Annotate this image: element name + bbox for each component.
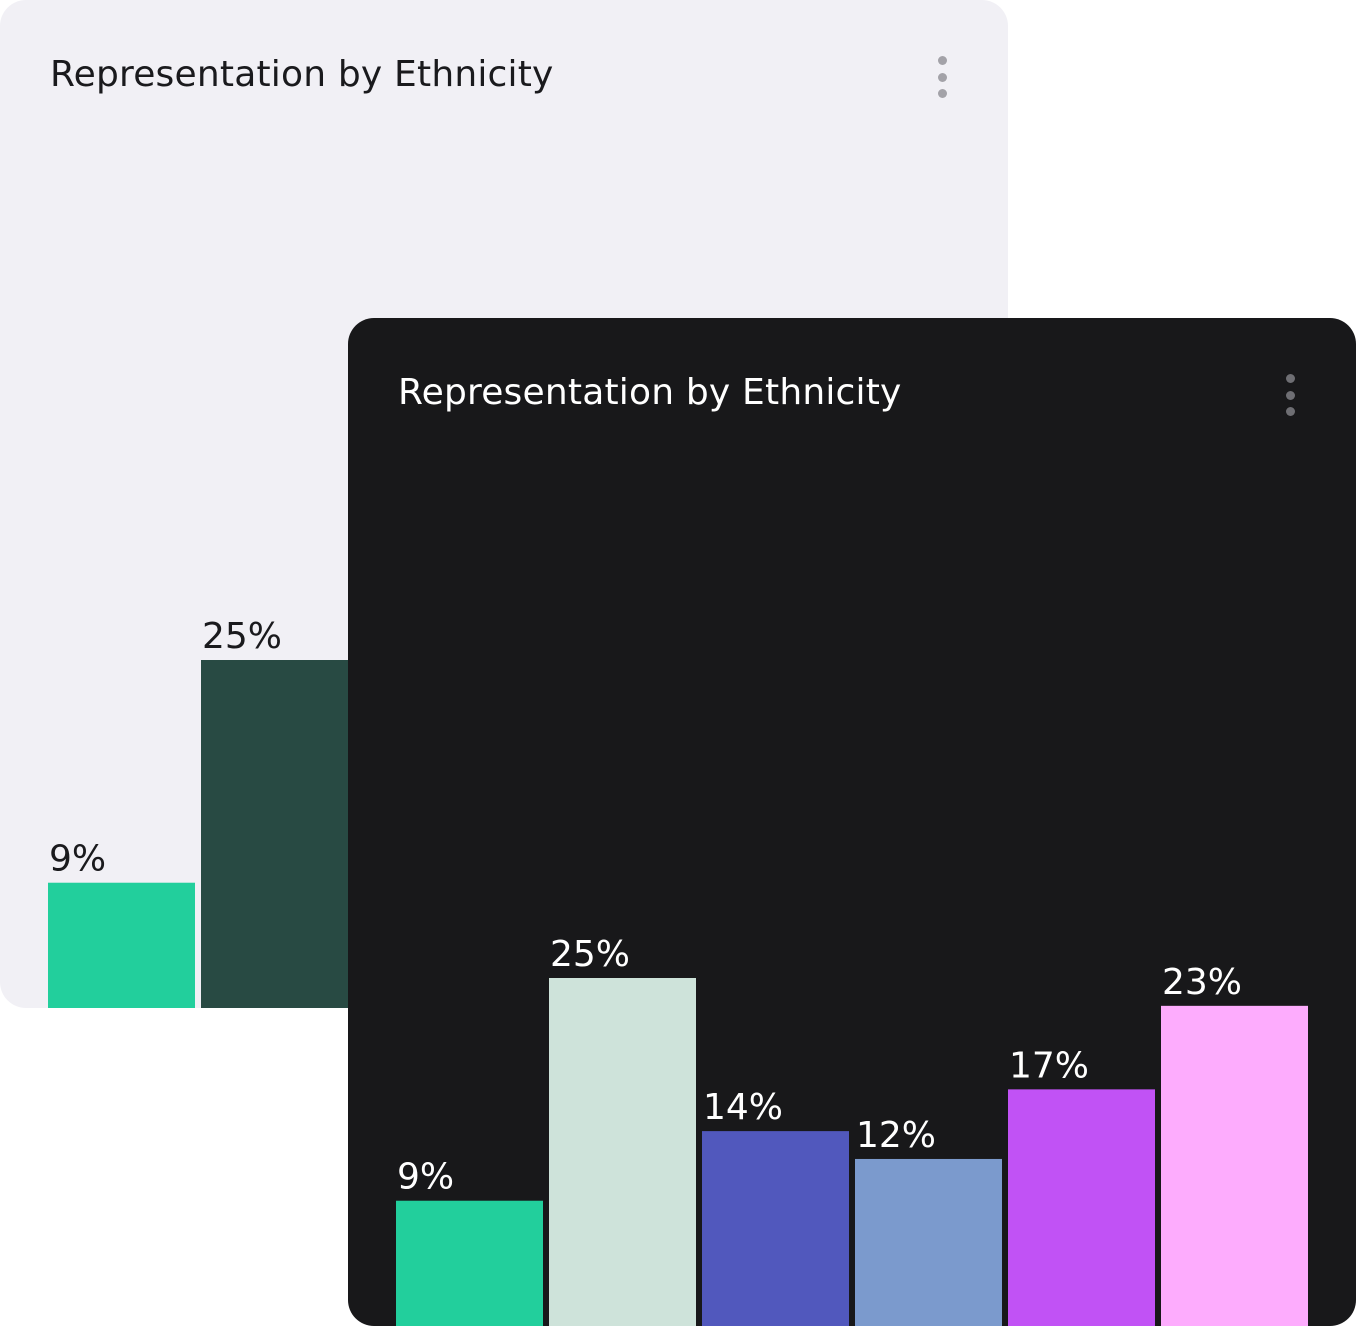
bar-3 (702, 1131, 849, 1326)
bar-5 (1008, 1089, 1155, 1326)
menu-dot (1285, 374, 1295, 383)
menu-dot (937, 72, 947, 82)
bar-1 (48, 882, 195, 1008)
bar-value-label: 25% (202, 616, 282, 657)
kebab-menu-icon[interactable] (1280, 374, 1300, 416)
bar-6 (1161, 1005, 1308, 1326)
bar-4 (855, 1158, 1002, 1326)
chart-card-dark: Representation by Ethnicity 9% 25% 14% 12% 1… (348, 318, 1356, 1326)
bar-value-label: 12% (856, 1115, 936, 1156)
bar-value-label: 23% (1162, 962, 1242, 1003)
bar-2 (201, 660, 348, 1008)
kebab-menu-icon[interactable] (932, 56, 952, 98)
bar-value-label: 17% (1009, 1045, 1089, 1086)
bar-value-label: 14% (703, 1087, 783, 1128)
bar-2 (549, 978, 696, 1326)
menu-dot (1285, 407, 1295, 416)
card-title: Representation by Ethnicity (398, 372, 902, 413)
bar-value-label: 25% (550, 934, 630, 975)
bar-chart-plot: 9% 25% 14% 12% 17% 23% (348, 318, 1356, 1326)
card-title: Representation by Ethnicity (50, 54, 554, 95)
bar-value-label: 9% (49, 839, 106, 880)
bar-chart-svg: 9% 25% 14% 12% 17% 23% (396, 934, 1308, 1326)
menu-dot (1285, 390, 1295, 400)
bar-1 (396, 1200, 543, 1326)
bar-value-label: 9% (397, 1157, 454, 1198)
menu-dot (937, 56, 947, 65)
menu-dot (937, 89, 947, 98)
